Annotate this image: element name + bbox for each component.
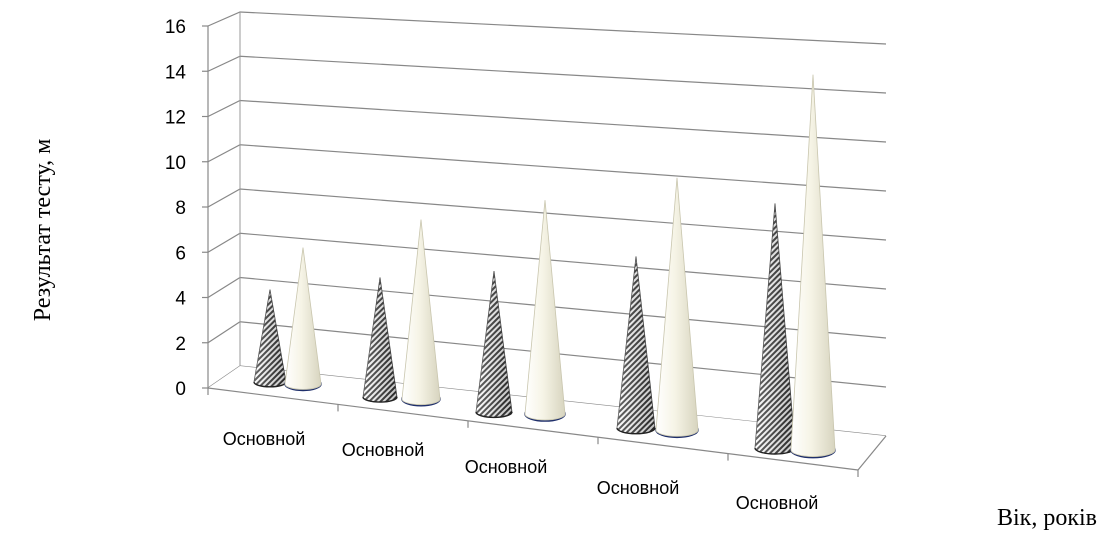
y-tick-label: 0 — [175, 379, 186, 400]
gridline — [207, 144, 887, 192]
cone-shading — [617, 256, 655, 434]
side-wall — [208, 12, 240, 388]
x-category-label: Основной — [465, 457, 548, 477]
cone-solid — [524, 200, 566, 422]
y-tick-label: 2 — [175, 334, 186, 355]
y-tick-label: 16 — [165, 17, 186, 38]
y-tick-label: 6 — [175, 243, 186, 264]
gridline — [207, 55, 887, 94]
x-category-label: Основной — [342, 440, 425, 460]
cone-body — [284, 247, 322, 390]
cone-hatched — [253, 289, 287, 388]
x-category-label: Основной — [223, 429, 306, 449]
cone-base-edge — [616, 427, 656, 435]
cone-shading — [363, 277, 397, 403]
cone-shading — [254, 289, 286, 387]
cone-base-edge — [362, 396, 398, 403]
cone-hatched — [616, 256, 656, 435]
y-tick-label: 14 — [165, 62, 187, 83]
cone-body — [655, 177, 699, 437]
x-category-label: Основной — [736, 493, 819, 513]
x-category-label: Основной — [597, 478, 680, 498]
cone-solid — [655, 177, 699, 439]
y-tick-label: 12 — [165, 108, 186, 129]
cone-solid — [284, 247, 322, 392]
x-axis-title: Вік, років — [997, 505, 1097, 531]
cone-marks — [253, 74, 836, 459]
y-axis-ticks: 0 2 4 6 8 10 12 14 16 — [165, 12, 241, 400]
cone-base-edge — [475, 411, 513, 419]
x-axis-categories: Основной Основной Основной Основной Основной — [223, 429, 819, 513]
cone-solid — [790, 74, 836, 459]
y-tick-label: 10 — [165, 153, 186, 174]
gridline — [207, 99, 887, 143]
cone-hatched — [475, 271, 513, 419]
y-tick-label: 4 — [175, 289, 186, 310]
floor-right-edge — [857, 435, 887, 471]
cone-shading — [476, 271, 512, 418]
gridline — [207, 11, 887, 45]
cone-solid — [401, 219, 441, 407]
chart-walls — [208, 12, 240, 388]
cone-shading — [755, 203, 795, 454]
y-tick-label: 8 — [175, 198, 186, 219]
x-axis-line — [207, 387, 859, 471]
cone-body — [401, 219, 441, 406]
cone-hatched — [362, 277, 398, 403]
cone-body — [524, 200, 566, 421]
cone-body — [790, 74, 836, 457]
y-axis-title: Результат тесту, м — [30, 139, 56, 322]
